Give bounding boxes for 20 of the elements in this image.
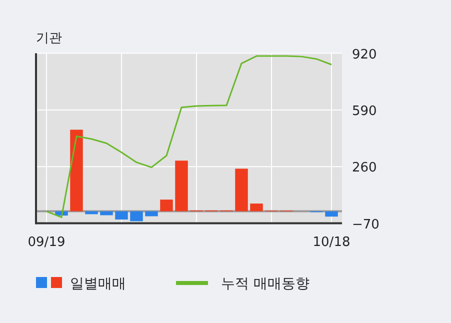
bar [160, 200, 173, 212]
bar [115, 211, 128, 220]
bar [175, 160, 188, 212]
bar [100, 211, 113, 216]
bar [70, 130, 83, 212]
chart-title: 기관 [36, 31, 62, 46]
bar [235, 168, 248, 212]
line-series [46, 55, 332, 218]
x-tick-label: 09/19 [28, 235, 66, 250]
bar [130, 211, 143, 222]
bar [145, 211, 158, 216]
legend-label: 누적 매매동향 [221, 276, 310, 292]
bar [325, 211, 338, 217]
y-tick-label: −70 [352, 217, 380, 232]
y-tick-label: 590 [352, 104, 377, 119]
y-tick-label: 260 [352, 160, 377, 176]
y-tick-label: 920 [352, 47, 377, 62]
bar [250, 204, 263, 212]
x-tick-label: 10/18 [312, 235, 350, 250]
legend-label: 일별매매 [70, 276, 126, 292]
